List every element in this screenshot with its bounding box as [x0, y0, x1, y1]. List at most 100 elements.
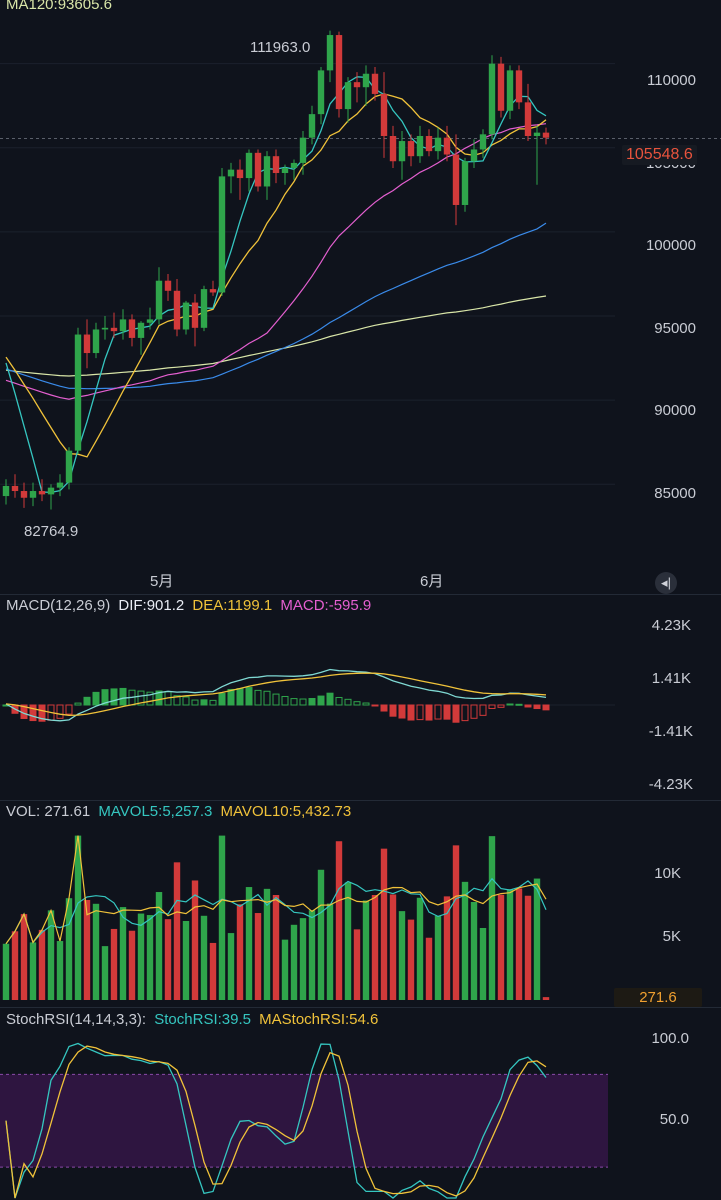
volume-bar	[389, 894, 397, 1000]
dea-line	[5, 672, 547, 716]
volume-bar	[191, 880, 199, 1000]
candle-body	[389, 136, 397, 162]
macd-bar	[227, 688, 235, 706]
candle-body	[515, 70, 523, 103]
y-tick-110000: 110000	[647, 72, 696, 89]
candle-body	[173, 290, 181, 330]
macd-bar	[416, 704, 424, 721]
candle-body	[137, 322, 145, 338]
stochrsi-line	[5, 1042, 547, 1199]
macd-bar	[191, 699, 199, 706]
main-chart-pane[interactable]: MA120:93605.6 110000 105000 100000 95000…	[0, 0, 721, 594]
macd-bar	[344, 698, 352, 706]
candle-body	[344, 82, 352, 110]
macd-bar	[263, 690, 271, 706]
y-tick-85000: 85000	[654, 485, 696, 502]
volume-bar	[371, 895, 379, 1000]
candle-body	[281, 167, 289, 174]
macd-title: MACD(12,26,9)	[6, 597, 111, 614]
volume-chart[interactable]	[0, 800, 721, 1005]
volume-bar	[299, 918, 307, 1000]
volume-bar	[272, 895, 280, 1000]
stochrsi-pane[interactable]: StochRSI(14,14,3,3): StochRSI:39.5 MASto…	[0, 1008, 721, 1200]
macd-bar	[335, 696, 343, 706]
x-tick-june: 6月	[420, 573, 444, 590]
candle-body	[326, 35, 334, 71]
macd-bar	[407, 704, 415, 721]
volume-bar	[29, 942, 37, 1000]
macd-bar	[533, 704, 541, 710]
volume-bar	[173, 862, 181, 1000]
macd-bar	[272, 693, 280, 706]
candle-body	[92, 329, 100, 354]
macd-value: MACD:-595.9	[280, 597, 372, 614]
macd-bar	[236, 688, 244, 706]
volume-bar	[92, 903, 100, 1000]
volume-bar	[38, 929, 46, 1000]
vol-current-tag: 271.6	[614, 988, 702, 1007]
dif-line	[5, 668, 547, 722]
volume-bar	[308, 910, 316, 1000]
candle-body	[290, 162, 298, 168]
divider	[0, 594, 721, 595]
volume-bar	[83, 899, 91, 1000]
volume-bar	[236, 904, 244, 1000]
candle-body	[461, 161, 469, 205]
vol-tick-10k: 10K	[654, 865, 681, 882]
volume-bar	[497, 894, 505, 1000]
macd-pane[interactable]: MACD(12,26,9) DIF:901.2 DEA:1199.1 MACD:…	[0, 595, 721, 800]
candle-body	[425, 136, 433, 152]
macd-chart[interactable]	[0, 595, 721, 800]
vol-title: VOL: 271.61	[6, 803, 91, 820]
macd-bar	[173, 695, 181, 706]
volume-bar	[353, 929, 361, 1000]
candle-body	[119, 319, 127, 332]
candle-body	[2, 485, 10, 497]
y-tick-100000: 100000	[645, 237, 696, 254]
macd-bar	[83, 696, 91, 706]
macd-bar	[443, 704, 451, 720]
macd-bar	[524, 704, 532, 708]
macd-bar	[92, 691, 100, 706]
candle-body	[299, 137, 307, 163]
stochrsi-chart[interactable]	[0, 1008, 721, 1200]
macd-bar	[398, 704, 406, 719]
candle-body	[371, 73, 379, 94]
volume-bar	[515, 888, 523, 1000]
macd-bar	[380, 704, 388, 712]
macd-bar	[497, 704, 505, 708]
candle-body	[227, 169, 235, 177]
macd-bar	[56, 704, 64, 719]
macd-bar	[29, 704, 37, 722]
volume-bar	[254, 913, 262, 1000]
candle-body	[452, 154, 460, 205]
macd-bar	[353, 701, 361, 706]
volume-pane[interactable]: VOL: 271.61 MAVOL5:5,257.3 MAVOL10:5,432…	[0, 800, 721, 1007]
volume-bar	[362, 900, 370, 1000]
macd-tick-1: 4.23K	[651, 617, 691, 634]
current-price-tag: 105548.6	[622, 145, 697, 165]
volume-bar	[425, 937, 433, 1000]
volume-bar	[56, 941, 64, 1000]
candle-body	[398, 141, 406, 162]
macd-bar	[488, 704, 496, 709]
scroll-to-latest-button[interactable]: ◂|	[655, 572, 677, 594]
candle-body	[272, 156, 280, 174]
candle-body	[353, 82, 361, 88]
macd-bar	[308, 697, 316, 706]
volume-bar	[290, 924, 298, 1000]
candle-body	[380, 93, 388, 136]
volume-bar	[119, 907, 127, 1000]
candle-body	[542, 132, 550, 138]
stoch-k: StochRSI:39.5	[154, 1011, 251, 1028]
candlestick-chart[interactable]	[0, 0, 721, 590]
macd-bar	[434, 704, 442, 720]
divider	[0, 800, 721, 801]
macd-bar	[452, 704, 460, 723]
macd-bar	[281, 696, 289, 706]
macd-tick-4: -4.23K	[648, 776, 693, 793]
volume-bar	[2, 943, 10, 1000]
volume-bar	[200, 915, 208, 1000]
candle-body	[524, 102, 532, 136]
macd-bar	[245, 687, 253, 706]
